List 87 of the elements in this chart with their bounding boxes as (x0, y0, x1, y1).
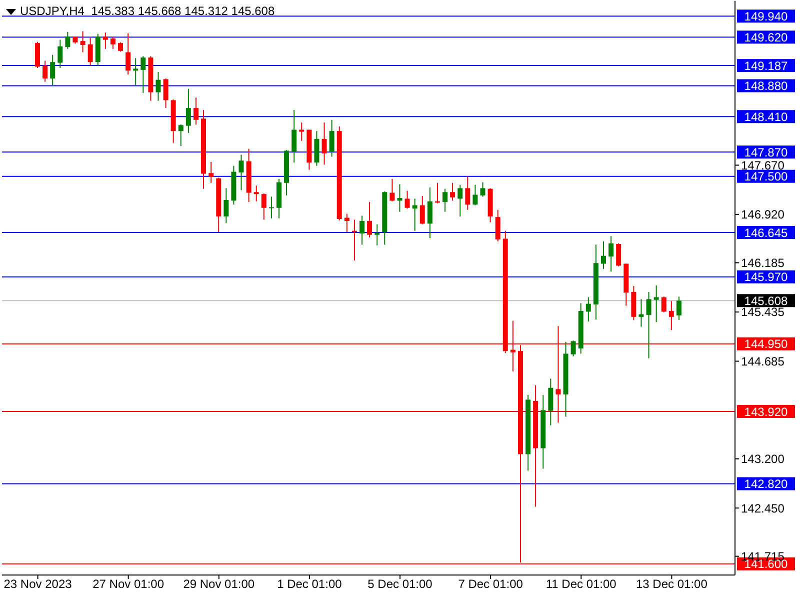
x-tick-label: 23 Nov 2023 (4, 577, 72, 591)
candlestick (367, 201, 372, 238)
ref-line-label: 143.920 (744, 404, 788, 419)
candlestick (186, 88, 191, 134)
y-tick-label: 147.670 (741, 158, 785, 172)
candlestick (360, 215, 364, 246)
candlestick (344, 213, 350, 233)
candlestick (126, 32, 131, 76)
candlestick (322, 122, 327, 166)
candlestick (110, 36, 116, 50)
x-tick-label: 13 Dec 01:00 (636, 577, 708, 591)
candlestick (412, 198, 418, 232)
candlestick (80, 30, 86, 53)
ref-line-label: 142.820 (744, 477, 788, 492)
candlestick (570, 340, 576, 357)
candlestick (495, 209, 500, 242)
candlestick (654, 284, 659, 323)
ref-line-label: 144.950 (744, 337, 788, 352)
candlestick (586, 296, 591, 322)
y-tick-label: 143.200 (741, 452, 785, 466)
candlestick (178, 124, 184, 147)
candlestick (390, 178, 395, 202)
candlestick (314, 130, 320, 166)
x-tick-label: 7 Dec 01:00 (458, 577, 524, 591)
candlestick (442, 188, 448, 212)
candlestick (374, 224, 380, 246)
candlestick (102, 32, 108, 50)
candlestick (329, 119, 334, 158)
x-tick-label: 1 Dec 01:00 (277, 577, 342, 591)
candlestick (35, 41, 40, 68)
y-tick-label: 145.435 (741, 305, 785, 320)
chart-title: USDJPY,H4 145.383 145.668 145.312 145.608 (20, 4, 275, 18)
candlestick (193, 97, 198, 125)
candlestick (224, 188, 229, 224)
candlestick (427, 187, 432, 239)
candlestick (208, 161, 214, 184)
candlestick (299, 122, 304, 142)
candlestick (238, 154, 244, 191)
candlestick (156, 71, 161, 102)
candlestick (65, 31, 70, 50)
candlestick (140, 56, 146, 94)
candlestick (58, 39, 63, 68)
ref-line-label: 147.500 (744, 170, 788, 184)
y-tick-label: 142.450 (741, 501, 785, 516)
candlestick (472, 184, 478, 206)
candlestick (292, 110, 297, 164)
y-tick-label: 144.685 (741, 354, 785, 368)
candlestick (163, 78, 168, 109)
candlestick (133, 58, 138, 86)
ref-line-label: 148.880 (744, 79, 788, 94)
candlestick (261, 192, 266, 220)
candlestick (480, 182, 486, 198)
candlestick (254, 185, 259, 202)
ref-line-label: 147.870 (744, 145, 788, 160)
ref-line-label: 149.187 (744, 58, 788, 73)
candlestick (600, 240, 606, 270)
candlestick (661, 296, 666, 313)
candlestick (50, 54, 56, 86)
ref-line-label: 148.410 (744, 110, 788, 124)
candlestick (397, 184, 402, 212)
candlestick (668, 300, 674, 331)
candlestick (458, 184, 463, 217)
candlestick (646, 291, 652, 359)
candlestick (465, 176, 470, 210)
candlestick (638, 298, 644, 328)
ref-line-label: 149.940 (744, 9, 788, 24)
candlestick (676, 296, 682, 321)
y-tick-label: 146.185 (741, 256, 785, 270)
x-tick-label: 29 Nov 01:00 (183, 577, 255, 591)
ref-line-label: 146.645 (744, 226, 788, 240)
x-tick-label: 5 Dec 01:00 (368, 577, 433, 591)
candlestick (616, 242, 622, 267)
candlestick (608, 236, 614, 272)
candlestick (268, 196, 274, 219)
candlestick (42, 60, 48, 82)
candlestick (420, 196, 425, 225)
ref-line-label: 145.608 (744, 294, 788, 308)
x-tick-label: 27 Nov 01:00 (92, 577, 164, 591)
candlestick (88, 37, 93, 66)
candlestick (548, 378, 554, 426)
ref-line-label: 149.620 (744, 30, 788, 44)
y-tick-label: 146.920 (741, 208, 785, 222)
candlestick (450, 182, 456, 202)
x-tick-label: 11 Dec 01:00 (546, 577, 617, 591)
candlestick (404, 190, 410, 210)
ref-line-label: 145.970 (744, 270, 788, 284)
candlestick (118, 42, 124, 52)
